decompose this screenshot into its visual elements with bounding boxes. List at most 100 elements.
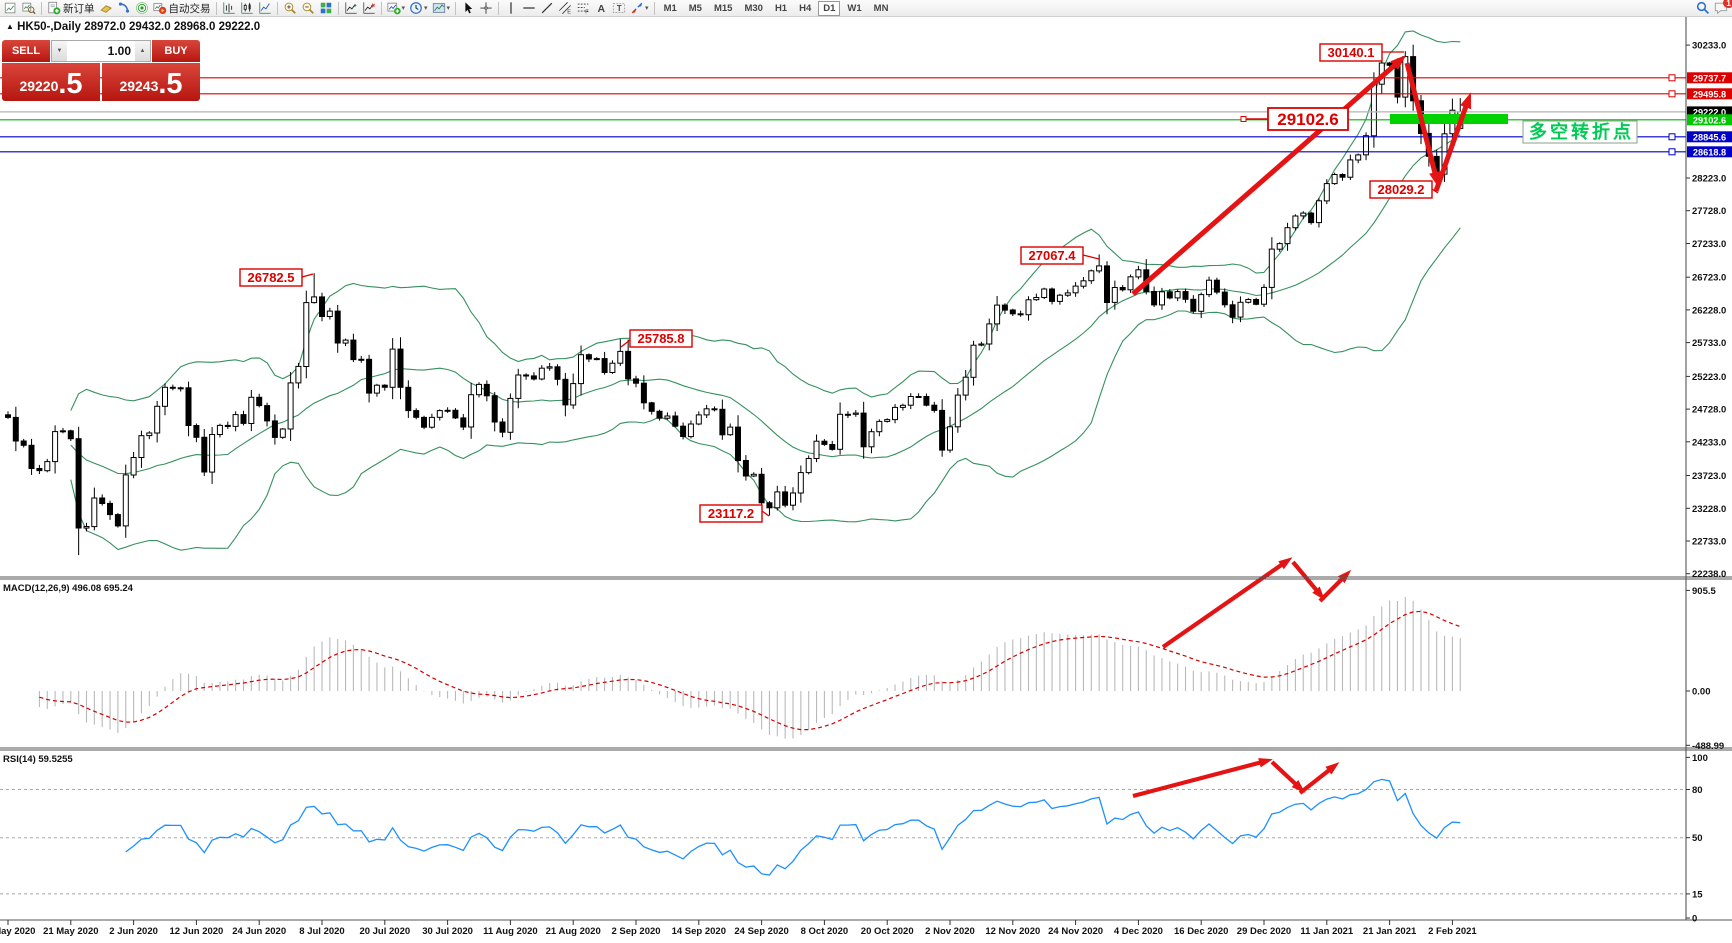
- timeframe-m15-button[interactable]: M15: [713, 2, 733, 14]
- period-clock-icon[interactable]: ▾: [407, 1, 430, 16]
- price-axis[interactable]: 30233.0 28223.0 27728.0 27233.0 26723.0 26228…: [1686, 41, 1732, 925]
- vline-icon[interactable]: [502, 1, 520, 16]
- zoom-in-icon[interactable]: [281, 1, 299, 16]
- profile-chart2-icon[interactable]: [360, 1, 378, 16]
- volume-stepper: ▼ 1.00 ▲: [51, 40, 151, 62]
- svg-text:0: 0: [1692, 914, 1697, 925]
- chart-search-icon[interactable]: [20, 1, 38, 16]
- trend-arrow[interactable]: [1318, 574, 1347, 603]
- hline-icon[interactable]: [520, 1, 538, 16]
- tile-windows-icon[interactable]: [317, 1, 335, 16]
- trendline-icon[interactable]: [538, 1, 556, 16]
- price-annotation-label[interactable]: 30140.1: [1319, 43, 1404, 62]
- order-new-label: 新订单: [63, 2, 95, 15]
- svg-text:29737.7: 29737.7: [1693, 73, 1726, 83]
- price-level-badge: 29495.8: [1687, 88, 1732, 100]
- svg-text:11 Aug 2020: 11 Aug 2020: [483, 926, 538, 937]
- line-chart-icon[interactable]: [256, 1, 274, 16]
- line-anchor-handle[interactable]: [1668, 74, 1676, 82]
- price-annotation-label[interactable]: 25785.8: [620, 329, 693, 348]
- chat-icon[interactable]: 1: [1712, 0, 1732, 16]
- svg-text:A: A: [598, 3, 606, 15]
- text-a-icon[interactable]: A: [592, 1, 610, 16]
- cursor-icon[interactable]: [459, 1, 477, 16]
- svg-text:12 Nov 2020: 12 Nov 2020: [985, 926, 1040, 937]
- trend-arrow[interactable]: [1131, 59, 1401, 296]
- volume-up-icon[interactable]: ▲: [135, 41, 150, 61]
- svg-text:23723.0: 23723.0: [1692, 471, 1726, 482]
- trend-arrow[interactable]: [1298, 765, 1334, 795]
- turning-point-label[interactable]: 多空转折点: [1522, 120, 1638, 144]
- sell-price[interactable]: 29220.5: [2, 63, 100, 101]
- timeframe-m5-button[interactable]: M5: [688, 2, 702, 14]
- doc-chart-icon[interactable]: [2, 1, 20, 16]
- svg-text:24233.0: 24233.0: [1692, 437, 1726, 448]
- ohlc-high: 29432.0: [129, 21, 171, 33]
- timeframe-mn-button[interactable]: MN: [873, 2, 889, 14]
- eraser-icon[interactable]: [97, 1, 115, 16]
- timeframe-m1-button[interactable]: M1: [663, 2, 677, 14]
- channel-icon[interactable]: E: [556, 1, 574, 16]
- svg-text:25223.0: 25223.0: [1692, 372, 1726, 383]
- indicator-add-icon[interactable]: ▾: [385, 1, 408, 16]
- svg-text:23117.2: 23117.2: [708, 506, 754, 521]
- order-new-icon[interactable]: 新订单: [45, 1, 97, 16]
- timeframe-w1-button[interactable]: W1: [847, 2, 862, 14]
- line-anchor-handle[interactable]: [1668, 133, 1676, 141]
- profile-chart-icon[interactable]: [342, 1, 360, 16]
- crosshair-icon[interactable]: [477, 1, 495, 16]
- buy-price-frac: .5: [158, 68, 183, 100]
- signal-icon[interactable]: [133, 1, 151, 16]
- line-anchor-handle[interactable]: [1668, 148, 1676, 156]
- svg-text:27233.0: 27233.0: [1692, 239, 1726, 250]
- svg-text:20 Oct 2020: 20 Oct 2020: [861, 926, 914, 937]
- phone-icon[interactable]: [115, 1, 133, 16]
- volume-input[interactable]: 1.00: [107, 44, 131, 58]
- zoom-out-icon[interactable]: [299, 1, 317, 16]
- svg-text:905.5: 905.5: [1692, 586, 1716, 597]
- key-level-annotation-label[interactable]: 29102.6: [1240, 107, 1349, 131]
- svg-text:29222.0: 29222.0: [1693, 107, 1726, 117]
- volume-down-icon[interactable]: ▼: [52, 41, 67, 61]
- time-axis[interactable]: 11 May 2020 21 May 2020 2 Jun 2020 12 Jun 2…: [0, 920, 1477, 937]
- toolbar-separator: [380, 1, 382, 15]
- timeframe-h4-button[interactable]: H4: [799, 2, 812, 14]
- svg-text:14 Sep 2020: 14 Sep 2020: [672, 926, 726, 937]
- candles-chart-icon[interactable]: [238, 1, 256, 16]
- price-annotation-label[interactable]: 28029.2: [1369, 180, 1439, 199]
- bars-chart-icon[interactable]: [220, 1, 238, 16]
- sell-button[interactable]: SELL: [2, 40, 50, 62]
- timeframe-d1-button[interactable]: D1: [818, 0, 841, 16]
- buy-button[interactable]: BUY: [152, 40, 200, 62]
- trend-arrow[interactable]: [1270, 760, 1301, 789]
- trend-arrow[interactable]: [1404, 62, 1439, 180]
- buy-price-main: 29243: [119, 78, 159, 94]
- shapes-icon[interactable]: ▾: [628, 1, 651, 16]
- svg-text:T: T: [617, 4, 622, 13]
- trend-arrow[interactable]: [1433, 100, 1471, 192]
- price-level-badge: 28618.8: [1687, 146, 1732, 158]
- svg-text:22733.0: 22733.0: [1692, 537, 1726, 548]
- candlestick-series: [5, 44, 1464, 556]
- template-chart-icon[interactable]: ▾: [430, 1, 453, 16]
- svg-text:24 Nov 2020: 24 Nov 2020: [1048, 926, 1103, 937]
- search-icon[interactable]: [1694, 1, 1712, 16]
- trend-arrow[interactable]: [1132, 759, 1266, 799]
- trend-arrow[interactable]: [1161, 560, 1287, 649]
- toolbar-separator: [455, 1, 457, 15]
- price-annotation-label[interactable]: 23117.2: [699, 504, 770, 523]
- timeframe-h1-button[interactable]: H1: [774, 2, 788, 14]
- timeframe-m30-button[interactable]: M30: [744, 2, 763, 14]
- price-annotation-label[interactable]: 27067.4: [1020, 246, 1100, 265]
- buy-price[interactable]: 29243.5: [102, 63, 200, 101]
- svg-text:11 Jan 2021: 11 Jan 2021: [1300, 926, 1354, 937]
- trend-arrow[interactable]: [1291, 560, 1322, 596]
- fibo-icon[interactable]: F: [574, 1, 592, 16]
- line-anchor-handle[interactable]: [1668, 90, 1676, 98]
- support-zone-bar[interactable]: [1390, 114, 1508, 124]
- price-annotation-label[interactable]: 26782.5: [239, 268, 314, 287]
- svg-text:21 Jan 2021: 21 Jan 2021: [1363, 926, 1417, 937]
- svg-text:80: 80: [1692, 785, 1703, 796]
- label-t-icon[interactable]: T: [610, 1, 628, 16]
- autotrade-icon[interactable]: 自动交易: [151, 1, 213, 16]
